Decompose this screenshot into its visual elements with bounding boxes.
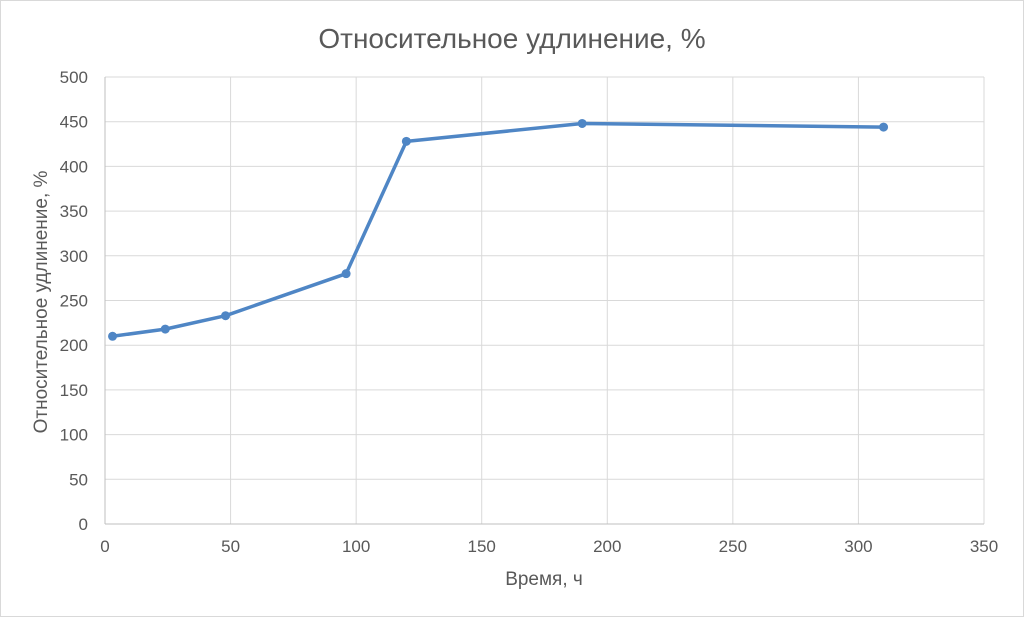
y-tick-label: 500: [60, 68, 88, 87]
y-tick-label: 50: [69, 470, 88, 489]
data-point-marker: [341, 269, 351, 279]
data-point-marker: [577, 118, 587, 128]
data-point-marker: [108, 331, 118, 341]
y-tick-label: 150: [60, 381, 88, 400]
x-tick-label: 300: [844, 537, 872, 556]
data-point-marker: [160, 324, 170, 334]
y-tick-label: 300: [60, 247, 88, 266]
y-tick-label: 100: [60, 426, 88, 445]
y-tick-label: 350: [60, 202, 88, 221]
series-line: [110, 121, 886, 339]
x-tick-label: 150: [468, 537, 496, 556]
x-tick-label: 50: [221, 537, 240, 556]
x-tick-label: 200: [593, 537, 621, 556]
x-tick-label: 0: [100, 537, 109, 556]
x-tick-label: 100: [342, 537, 370, 556]
x-tick-label: 250: [719, 537, 747, 556]
y-tick-label: 250: [60, 292, 88, 311]
data-point-marker: [401, 136, 411, 146]
data-point-marker: [879, 122, 889, 132]
x-axis-title: Время, ч: [505, 569, 583, 590]
data-point-marker: [221, 311, 231, 321]
x-tick-label: 350: [970, 537, 998, 556]
chart-title: Относительное удлинение, %: [318, 23, 706, 54]
y-tick-label: 200: [60, 336, 88, 355]
y-axis-title: Относительное удлинение, %: [31, 170, 52, 434]
y-tick-label: 450: [60, 113, 88, 132]
y-tick-label: 0: [79, 515, 88, 534]
y-tick-label: 400: [60, 157, 88, 176]
